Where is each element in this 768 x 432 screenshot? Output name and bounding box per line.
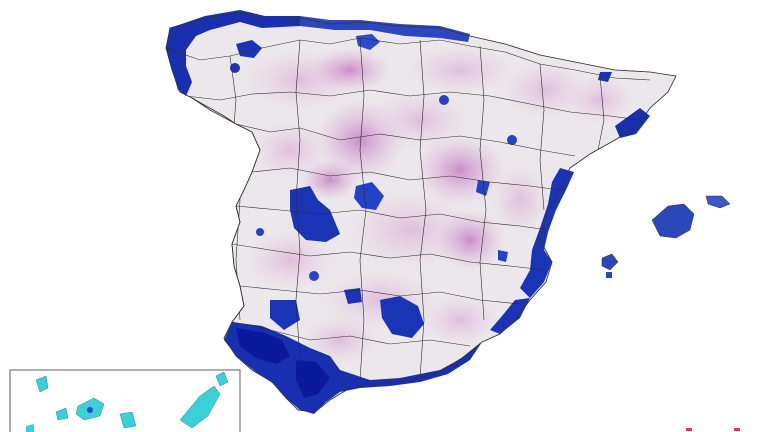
balearic-islands [601, 195, 731, 278]
north-inland-blue [236, 40, 262, 58]
lanzarote [215, 371, 229, 387]
portugal-border [191, 97, 261, 323]
fuerteventura [179, 385, 221, 429]
huelva-dark-blue [236, 328, 290, 364]
cantabrian-coast-blue [300, 16, 470, 42]
galicia-coast-blue [166, 10, 300, 96]
south-coast-blue [224, 322, 482, 414]
mallorca [651, 203, 695, 239]
menorca [705, 195, 731, 209]
purple-intensity-layer [240, 45, 635, 365]
extremadura-blue [290, 186, 340, 242]
blue-low-value-areas [166, 10, 650, 414]
province-boundaries [166, 37, 651, 381]
ibiza [601, 253, 619, 271]
catalonia-coast-blue [615, 108, 650, 138]
valencia-coast-blue [520, 168, 574, 298]
andalusia-inland-blue [380, 296, 424, 338]
canary-islands-inset [9, 369, 241, 432]
